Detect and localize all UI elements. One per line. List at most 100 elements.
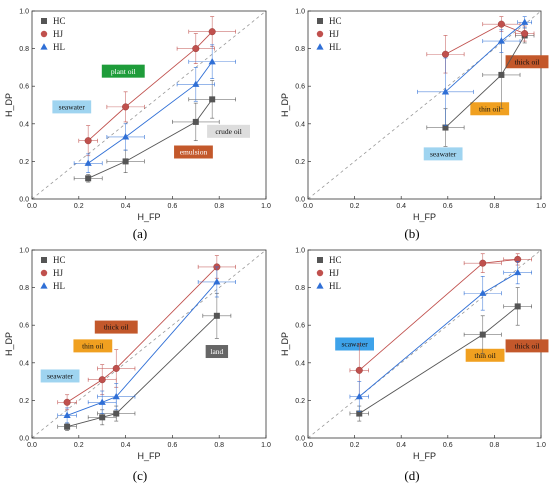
annotation-box: [465, 348, 505, 362]
legend-marker-triangle: [316, 43, 324, 50]
legend: HC HJ HL: [316, 16, 342, 52]
series-line: [66, 315, 218, 428]
series-HL: [57, 266, 236, 424]
diagonal-line: [307, 249, 542, 439]
data-point-triangle: [84, 159, 92, 166]
legend-label: HC: [329, 255, 342, 265]
data-point-circle: [84, 137, 92, 145]
annotation-label: thick oil: [104, 323, 129, 332]
x-tick-label: 0.4: [121, 442, 131, 449]
series-HC: [57, 292, 232, 431]
x-tick-label: 0.6: [443, 203, 453, 210]
y-tick-label: 0.4: [295, 360, 305, 367]
x-tick-label: 1.0: [261, 203, 271, 210]
legend: HC HJ HL: [40, 16, 66, 52]
annotation-box: [40, 369, 80, 383]
data-point-square: [213, 312, 220, 319]
panel-label: (c): [133, 468, 147, 483]
y-tick-label: 0.4: [295, 121, 305, 128]
annotation-box: [94, 320, 138, 334]
series-HJ: [349, 253, 532, 397]
data-point-circle: [497, 20, 505, 28]
x-tick-label: 0.0: [303, 442, 313, 449]
y-tick-label: 1.0: [295, 248, 305, 255]
data-point-triangle: [63, 411, 71, 419]
x-tick-label: 0.6: [168, 442, 178, 449]
annotation-box: [207, 124, 251, 138]
y-tick-label: 0.6: [19, 323, 29, 330]
legend-label: HC: [329, 16, 342, 26]
y-tick-label: 0.0: [295, 197, 305, 204]
y-tick-label: 0.8: [295, 46, 305, 53]
data-point-triangle: [192, 80, 200, 87]
annotation-box: [505, 55, 549, 69]
panel-label: (d): [404, 468, 419, 483]
x-tick-label: 0.8: [490, 442, 500, 449]
x-tick-label: 0.2: [74, 442, 84, 449]
x-axis-label: H_FP: [137, 212, 160, 222]
plot-frame: [31, 249, 267, 439]
annotation-box: [423, 147, 463, 161]
data-point-square: [356, 410, 363, 417]
data-point-triangle: [98, 398, 106, 405]
y-tick-label: 0.0: [19, 436, 29, 443]
y-tick-label: 0.2: [19, 398, 29, 405]
panel-d: 0.0 0.2 0.4 0.6 0.8 1.0 0.0 0.2 0.4 0.6 0.8 1.0 H_FP…: [280, 248, 549, 483]
legend-label: HJ: [329, 29, 339, 39]
data-point-circle: [112, 364, 120, 372]
x-tick-label: 0.2: [74, 203, 84, 210]
y-tick-label: 0.6: [295, 323, 305, 330]
annotation-label: thin oil: [82, 341, 103, 350]
annotation-label: thick oil: [515, 341, 540, 350]
y-tick-label: 0.6: [19, 84, 29, 91]
x-tick-label: 0.8: [214, 442, 224, 449]
series-line: [66, 281, 218, 416]
data-point-square: [99, 414, 106, 421]
annotation-label: thick oil: [515, 57, 540, 66]
y-tick-label: 0.8: [19, 46, 29, 53]
legend-marker-circle: [316, 30, 324, 38]
data-point-circle: [122, 103, 130, 111]
diagonal-line: [31, 10, 267, 200]
x-tick-label: 0.4: [396, 203, 406, 210]
data-point-circle: [63, 398, 71, 406]
x-tick-label: 0.2: [350, 203, 360, 210]
legend-label: HL: [329, 281, 341, 291]
data-point-circle: [98, 376, 106, 384]
annotation-box: [335, 337, 374, 351]
panel-label: (b): [404, 226, 419, 241]
x-axis-label: H_FP: [137, 451, 160, 461]
data-point-triangle: [213, 278, 221, 285]
y-axis-label: H_DP: [280, 332, 290, 356]
x-tick-label: 0.6: [168, 203, 178, 210]
y-tick-label: 0.2: [19, 159, 29, 166]
x-tick-label: 0.4: [396, 442, 406, 449]
series-HJ: [57, 255, 236, 411]
x-tick-label: 1.0: [261, 442, 271, 449]
annotation-label: plant oil: [111, 67, 136, 76]
diagonal-line: [31, 249, 267, 439]
series-HJ: [78, 16, 236, 157]
plot-frame: [31, 10, 267, 200]
x-axis-label: H_FP: [413, 451, 436, 461]
annotation-label: seawater: [430, 149, 457, 158]
panel-label: (a): [133, 226, 147, 241]
y-tick-label: 0.0: [295, 436, 305, 443]
x-tick-label: 0.0: [27, 203, 37, 210]
legend: HC HJ HL: [316, 255, 342, 291]
series-HL: [73, 44, 236, 173]
annotation-label: scawater: [341, 340, 368, 349]
annotation-label: thin oil: [474, 351, 495, 360]
data-point-circle: [355, 366, 363, 374]
data-point-triangle: [208, 57, 216, 65]
y-axis-label: H_DP: [280, 93, 290, 117]
data-point-triangle: [514, 268, 522, 276]
x-tick-label: 0.2: [350, 442, 360, 449]
annotation-box: [174, 145, 213, 159]
data-point-square: [209, 96, 216, 103]
legend-marker-circle: [40, 269, 48, 277]
data-point-triangle: [355, 392, 363, 400]
y-tick-label: 0.4: [19, 121, 29, 128]
legend-marker-circle: [40, 30, 48, 38]
annotation-label: emulsion: [180, 148, 208, 157]
